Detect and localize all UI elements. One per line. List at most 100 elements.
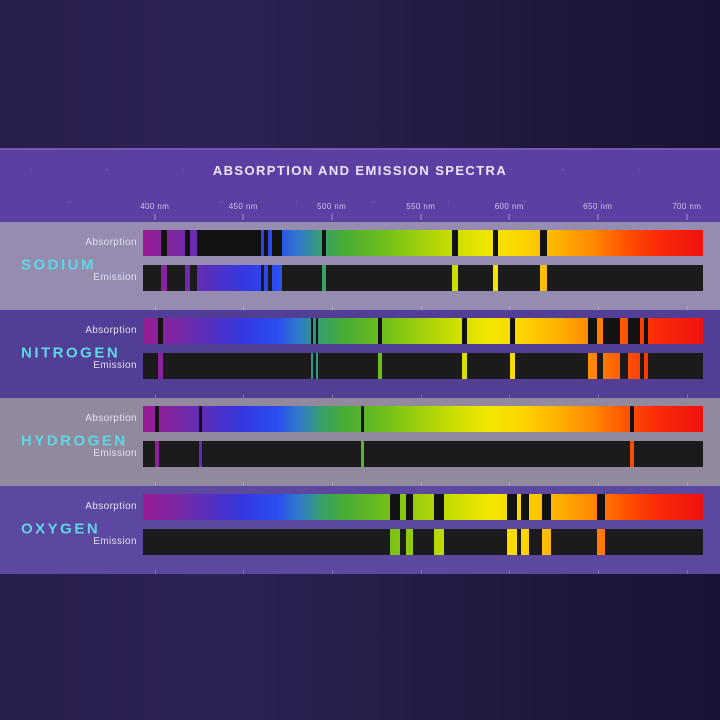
absorption-line — [185, 230, 191, 256]
emission-line — [507, 529, 518, 555]
header-band: + + + + + + + + + + + + + + + + + + ABSORPTION AND EMISSI… — [0, 148, 720, 222]
absorption-row-label: Absorption — [85, 413, 137, 424]
emission-line — [199, 441, 202, 467]
wavelength-tick-mark — [420, 214, 422, 220]
wavelength-tick-label: 400 nm — [140, 202, 170, 211]
emission-line — [434, 529, 445, 555]
plus-decoration-icon: + — [522, 197, 528, 207]
emission-line — [644, 353, 649, 379]
band-bottom-tick — [243, 482, 245, 486]
emission-row-label: Emission — [93, 536, 137, 547]
oxygen-emission-bar — [143, 529, 703, 555]
plus-decoration-icon: + — [370, 197, 376, 207]
wavelength-tick-mark — [508, 214, 510, 220]
band-nitrogen: NITROGEN Absorption Emission — [0, 310, 720, 398]
absorption-line — [507, 494, 518, 520]
wavelength-tick-label: 450 nm — [228, 202, 258, 211]
emission-line — [509, 353, 515, 379]
band-bottom-tick — [420, 570, 422, 574]
band-bottom-tick — [597, 306, 599, 310]
absorption-line — [588, 318, 598, 344]
emission-line — [602, 353, 621, 379]
emission-line — [493, 265, 499, 291]
absorption-line — [509, 318, 515, 344]
band-bottom-tick — [154, 570, 156, 574]
emission-row-label: Emission — [93, 360, 137, 371]
band-bottom-tick — [420, 394, 422, 398]
plus-decoration-icon: + — [636, 165, 642, 175]
absorption-line — [322, 230, 327, 256]
emission-line — [406, 529, 413, 555]
plus-decoration-icon: + — [560, 165, 566, 175]
band-bottom-tick — [420, 306, 422, 310]
band-bottom-tick — [509, 394, 511, 398]
plus-decoration-icon: + — [484, 165, 490, 175]
emission-line — [196, 265, 262, 291]
plus-decoration-icon: + — [180, 165, 186, 175]
band-bottom-tick — [331, 306, 333, 310]
band-bottom-tick — [154, 306, 156, 310]
band-bottom-tick — [420, 482, 422, 486]
band-bottom-tick — [243, 306, 245, 310]
band-bottom-tick — [509, 306, 511, 310]
element-name-label: SODIUM — [21, 256, 96, 274]
sodium-absorption-bar — [143, 230, 703, 256]
absorption-line — [389, 494, 401, 520]
band-bottom-tick — [686, 482, 688, 486]
nitrogen-absorption-bar — [143, 318, 703, 344]
absorption-line — [462, 318, 468, 344]
emission-line — [263, 265, 268, 291]
absorption-row-label: Absorption — [85, 237, 137, 248]
plus-decoration-icon: + — [28, 165, 34, 175]
absorption-line — [521, 494, 529, 520]
band-bottom-tick — [597, 482, 599, 486]
emission-line — [322, 265, 327, 291]
element-name-label: OXYGEN — [21, 520, 101, 538]
emission-line — [588, 353, 598, 379]
absorption-line — [271, 230, 282, 256]
plus-decoration-icon: + — [446, 197, 452, 207]
band-bottom-tick — [509, 482, 511, 486]
emission-row-label: Emission — [93, 272, 137, 283]
band-bottom-tick — [331, 482, 333, 486]
absorption-line — [406, 494, 413, 520]
oxygen-absorption-bar — [143, 494, 703, 520]
plus-decoration-icon: + — [66, 197, 72, 207]
element-name-label: NITROGEN — [21, 344, 121, 362]
absorption-line — [630, 406, 635, 432]
emission-line — [311, 353, 314, 379]
wavelength-scale: 400 nm 450 nm 500 nm 550 nm 600 nm 650 nm 700 … — [140, 150, 703, 224]
band-bottom-tick — [154, 394, 156, 398]
plus-decoration-icon: + — [294, 197, 300, 207]
absorption-line — [199, 406, 202, 432]
emission-line — [316, 353, 319, 379]
band-bottom-tick — [243, 570, 245, 574]
page-title: ABSORPTION AND EMISSION SPECTRA — [212, 163, 508, 178]
band-sodium: SODIUM Absorption Emission — [0, 222, 720, 310]
band-oxygen: OXYGEN Absorption Emission — [0, 486, 720, 574]
absorption-line — [316, 318, 319, 344]
wavelength-tick-mark — [597, 214, 599, 220]
emission-line — [360, 441, 365, 467]
plus-decoration-icon: + — [408, 165, 414, 175]
emission-line — [542, 529, 552, 555]
absorption-line — [158, 318, 164, 344]
absorption-line — [311, 318, 314, 344]
plus-decoration-icon: + — [218, 197, 224, 207]
emission-line — [630, 441, 635, 467]
band-bottom-tick — [686, 394, 688, 398]
absorption-line — [644, 318, 649, 344]
wavelength-tick-mark — [242, 214, 244, 220]
emission-row-label: Emission — [93, 448, 137, 459]
emission-line — [452, 265, 459, 291]
absorption-line — [378, 318, 383, 344]
band-bottom-tick — [243, 394, 245, 398]
absorption-line — [154, 406, 160, 432]
emission-line — [521, 529, 529, 555]
band-bottom-tick — [686, 306, 688, 310]
absorption-line — [196, 230, 262, 256]
emission-line — [378, 353, 383, 379]
wavelength-tick-label: 500 nm — [317, 202, 347, 211]
band-bottom-tick — [331, 570, 333, 574]
